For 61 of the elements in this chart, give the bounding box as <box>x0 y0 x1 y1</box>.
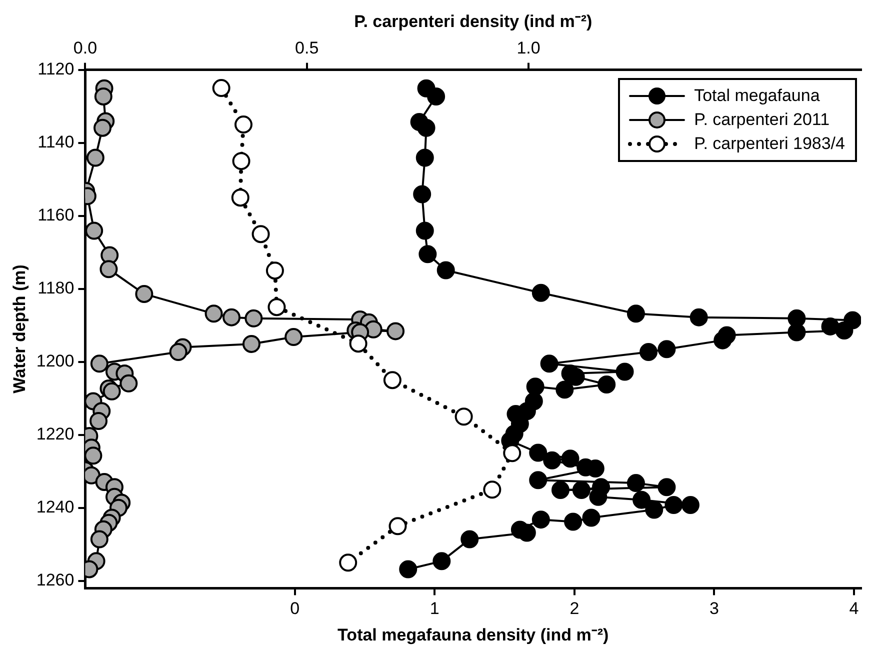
x2-tick-label: 1.0 <box>516 38 540 58</box>
point <box>416 222 434 240</box>
point <box>582 508 600 527</box>
point <box>616 362 634 381</box>
point <box>561 450 580 468</box>
point <box>543 451 562 470</box>
point <box>626 474 645 492</box>
y-tick-label: 1140 <box>38 132 74 152</box>
y-tick-label: 1220 <box>36 424 74 444</box>
point <box>598 375 616 394</box>
x2-tick-label: 0.5 <box>295 38 319 58</box>
y-tick-label: 1180 <box>38 278 74 298</box>
point <box>529 471 548 490</box>
y-tick-label: 1200 <box>36 352 74 371</box>
y-axis-title: Water depth (m) <box>10 264 29 394</box>
y-tick-label: 1120 <box>38 59 74 78</box>
point <box>399 560 418 578</box>
x-tick-label: 0 <box>290 599 300 618</box>
x-axis-title: Total megafauna density (ind m⁻²) <box>338 625 609 644</box>
point <box>821 317 840 336</box>
point <box>532 284 550 302</box>
y-tick-label: 1160 <box>38 206 74 225</box>
point <box>714 331 732 350</box>
x-tick-label: 3 <box>709 599 719 618</box>
point <box>788 323 806 342</box>
y-tick-label: 1240 <box>36 498 74 517</box>
x-tick-label: 2 <box>570 599 580 618</box>
x-tick-label: 4 <box>849 599 859 618</box>
point <box>632 490 651 509</box>
point <box>427 87 446 106</box>
point <box>416 148 434 167</box>
legend-label: P. carpenteri 2011 <box>694 110 830 129</box>
point <box>417 118 436 137</box>
point <box>690 308 708 326</box>
point <box>681 496 700 514</box>
point <box>658 478 676 496</box>
legend-label: Total megafauna <box>694 86 820 105</box>
point <box>664 496 683 514</box>
x2-axis-title: P. carpenteri density (ind m⁻²) <box>354 12 592 31</box>
point <box>645 500 664 519</box>
point <box>626 304 645 323</box>
point <box>835 321 854 340</box>
point <box>551 480 570 499</box>
y-tick-label: 1260 <box>36 570 74 590</box>
point <box>460 530 479 548</box>
point <box>436 261 455 280</box>
point <box>413 185 432 204</box>
x2-tick-label: 0.0 <box>73 38 98 58</box>
point <box>418 245 437 264</box>
point <box>529 444 548 462</box>
point <box>532 510 550 529</box>
point <box>572 480 590 499</box>
point <box>556 380 574 399</box>
point <box>432 552 451 570</box>
point <box>640 343 658 361</box>
point <box>658 340 676 358</box>
point <box>540 354 558 373</box>
x-tick-label: 1 <box>430 599 440 618</box>
legend-label: P. carpenteri 1983/4 <box>694 134 845 153</box>
point <box>564 512 582 531</box>
point <box>526 378 544 396</box>
